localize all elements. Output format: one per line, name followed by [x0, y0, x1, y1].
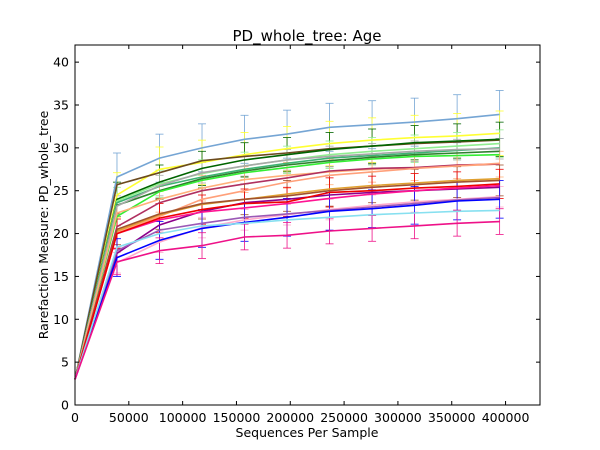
x-tick-label: 400000	[482, 410, 530, 425]
series-line-14	[74, 179, 500, 380]
series-line-4	[74, 138, 500, 380]
series-line-16	[74, 184, 500, 380]
chart-title: PD_whole_tree: Age	[233, 27, 382, 46]
series-line-21	[74, 209, 500, 380]
y-tick-label: 30	[53, 140, 69, 155]
x-tick-label: 100000	[159, 410, 207, 425]
series-line-1	[74, 113, 500, 380]
y-axis-label: Rarefaction Measure: PD_whole_tree	[36, 110, 51, 339]
x-tick-label: 250000	[320, 410, 368, 425]
series-line-2	[74, 132, 500, 380]
series-line-22	[74, 220, 500, 380]
x-tick-label: 300000	[374, 410, 422, 425]
series-line-8	[74, 153, 500, 380]
series-line-7	[74, 150, 500, 380]
series-line-17	[74, 183, 500, 380]
y-tick-label: 15	[53, 269, 69, 284]
x-tick-label: 50000	[109, 410, 149, 425]
series-line-9	[74, 147, 500, 380]
y-tick-label: 40	[53, 55, 69, 70]
y-tick-label: 0	[61, 398, 69, 413]
y-tick-label: 35	[53, 98, 69, 113]
x-tick-label: 150000	[213, 410, 261, 425]
y-tick-label: 20	[53, 226, 69, 241]
x-tick-label: 350000	[428, 410, 476, 425]
plot-frame	[74, 44, 541, 406]
series-line-3	[74, 139, 500, 380]
x-tick-label: 200000	[266, 410, 314, 425]
y-tick-label: 10	[53, 312, 69, 327]
y-tick-label: 5	[61, 355, 69, 370]
error-bar	[495, 208, 504, 235]
y-axis: 0 5 10 15 20 25 30 35 40	[53, 55, 540, 413]
series-line-11	[74, 163, 500, 380]
series-line-12	[74, 162, 500, 380]
x-tick-label: 0	[71, 410, 79, 425]
x-axis: 0 50000 100000 150000 200000 250000 300000 3500…	[71, 45, 529, 425]
y-tick-label: 25	[53, 183, 69, 198]
series-line-19	[74, 196, 500, 380]
series-line-20	[74, 198, 500, 380]
series-line-13	[74, 177, 500, 380]
plot-area	[74, 90, 504, 380]
x-axis-label: Sequences Per Sample	[236, 425, 379, 440]
